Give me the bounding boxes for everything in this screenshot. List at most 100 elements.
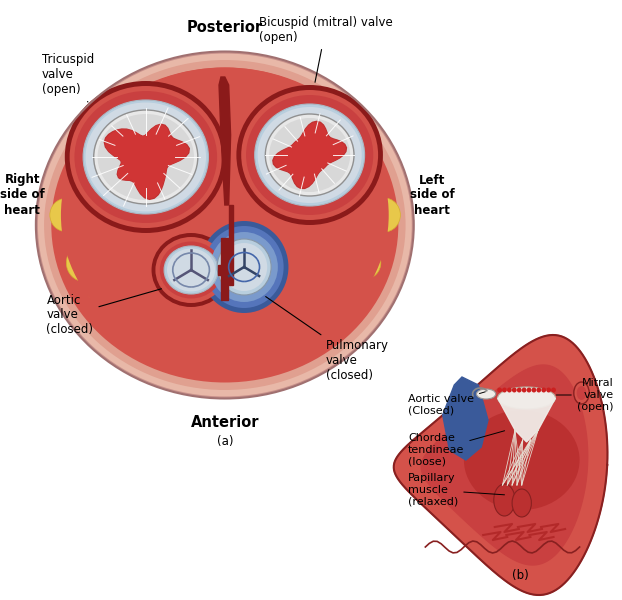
Ellipse shape (98, 114, 194, 200)
Circle shape (522, 388, 526, 392)
Text: Anterior: Anterior (190, 415, 259, 430)
Ellipse shape (269, 118, 350, 192)
Circle shape (551, 388, 556, 392)
Text: Right
side of
heart: Right side of heart (0, 173, 45, 217)
Circle shape (217, 312, 251, 348)
Ellipse shape (152, 233, 231, 307)
Polygon shape (219, 77, 231, 205)
Circle shape (368, 198, 401, 232)
Polygon shape (421, 365, 588, 565)
Ellipse shape (464, 410, 580, 510)
Circle shape (541, 388, 546, 392)
Circle shape (174, 288, 199, 314)
Polygon shape (221, 238, 228, 300)
Ellipse shape (236, 85, 383, 225)
Ellipse shape (241, 90, 378, 220)
Text: Aortic
valve
(closed): Aortic valve (closed) (47, 289, 162, 337)
Ellipse shape (164, 246, 218, 294)
Circle shape (502, 388, 507, 392)
Text: Pulmonary
valve
(closed): Pulmonary valve (closed) (266, 296, 389, 382)
Ellipse shape (266, 114, 354, 196)
Polygon shape (443, 377, 488, 460)
Circle shape (67, 244, 103, 281)
Circle shape (272, 301, 308, 338)
Text: Chordae
tendineae
(loose): Chordae tendineae (loose) (408, 431, 504, 467)
Circle shape (313, 285, 343, 317)
Polygon shape (498, 398, 555, 442)
Circle shape (86, 268, 121, 304)
Circle shape (238, 313, 267, 343)
Circle shape (198, 313, 232, 347)
Ellipse shape (44, 60, 406, 390)
Polygon shape (274, 122, 345, 187)
Text: Bicuspid (mitral) valve
(open): Bicuspid (mitral) valve (open) (259, 16, 392, 82)
Ellipse shape (61, 67, 389, 362)
Ellipse shape (70, 86, 222, 228)
Ellipse shape (94, 110, 198, 204)
Ellipse shape (494, 484, 515, 516)
Ellipse shape (37, 52, 413, 397)
Circle shape (532, 388, 536, 392)
Circle shape (250, 287, 276, 314)
Ellipse shape (160, 241, 223, 298)
Circle shape (105, 283, 139, 318)
Circle shape (164, 310, 193, 340)
Circle shape (294, 296, 324, 328)
Text: (b): (b) (512, 569, 529, 582)
Ellipse shape (167, 248, 215, 292)
Ellipse shape (156, 237, 227, 303)
Circle shape (221, 243, 267, 291)
Circle shape (154, 283, 179, 309)
Circle shape (507, 388, 512, 392)
Text: Papillary
muscle
(relaxed): Papillary muscle (relaxed) (408, 473, 504, 506)
Circle shape (348, 224, 371, 248)
Circle shape (308, 263, 335, 292)
Ellipse shape (577, 386, 587, 400)
Circle shape (50, 199, 81, 232)
Circle shape (205, 226, 284, 308)
Ellipse shape (85, 103, 206, 211)
Circle shape (136, 276, 160, 301)
Circle shape (350, 247, 381, 279)
Polygon shape (104, 124, 189, 199)
Ellipse shape (258, 107, 362, 203)
Circle shape (179, 310, 215, 347)
Polygon shape (106, 125, 188, 198)
Circle shape (97, 249, 121, 275)
Ellipse shape (254, 104, 364, 206)
Circle shape (210, 232, 278, 302)
Ellipse shape (476, 389, 496, 399)
Circle shape (200, 221, 289, 313)
Text: Posterior: Posterior (187, 20, 263, 35)
Circle shape (144, 304, 174, 335)
Polygon shape (229, 205, 233, 285)
Circle shape (77, 223, 103, 249)
Circle shape (269, 282, 296, 310)
Ellipse shape (75, 91, 217, 223)
Text: Aortic valve
(Closed): Aortic valve (Closed) (408, 392, 485, 416)
Circle shape (546, 388, 551, 392)
Circle shape (126, 296, 156, 327)
Circle shape (512, 388, 517, 392)
Ellipse shape (51, 67, 398, 383)
Circle shape (211, 290, 239, 319)
Ellipse shape (65, 81, 227, 233)
Polygon shape (273, 121, 346, 188)
Circle shape (497, 388, 502, 392)
Text: (a): (a) (216, 435, 233, 448)
Circle shape (115, 263, 142, 292)
Ellipse shape (512, 489, 531, 517)
Ellipse shape (246, 95, 373, 215)
Circle shape (253, 306, 290, 344)
Circle shape (517, 388, 522, 392)
Ellipse shape (574, 382, 589, 404)
Circle shape (536, 388, 541, 392)
Ellipse shape (83, 100, 208, 214)
Circle shape (527, 388, 531, 392)
Ellipse shape (498, 387, 555, 409)
Circle shape (332, 270, 361, 302)
Text: Left
side of
heart: Left side of heart (410, 173, 455, 217)
Text: Tricuspid
valve
(open): Tricuspid valve (open) (42, 53, 94, 102)
Circle shape (328, 249, 353, 274)
Text: Mitral
valve
(open): Mitral valve (open) (556, 379, 613, 412)
